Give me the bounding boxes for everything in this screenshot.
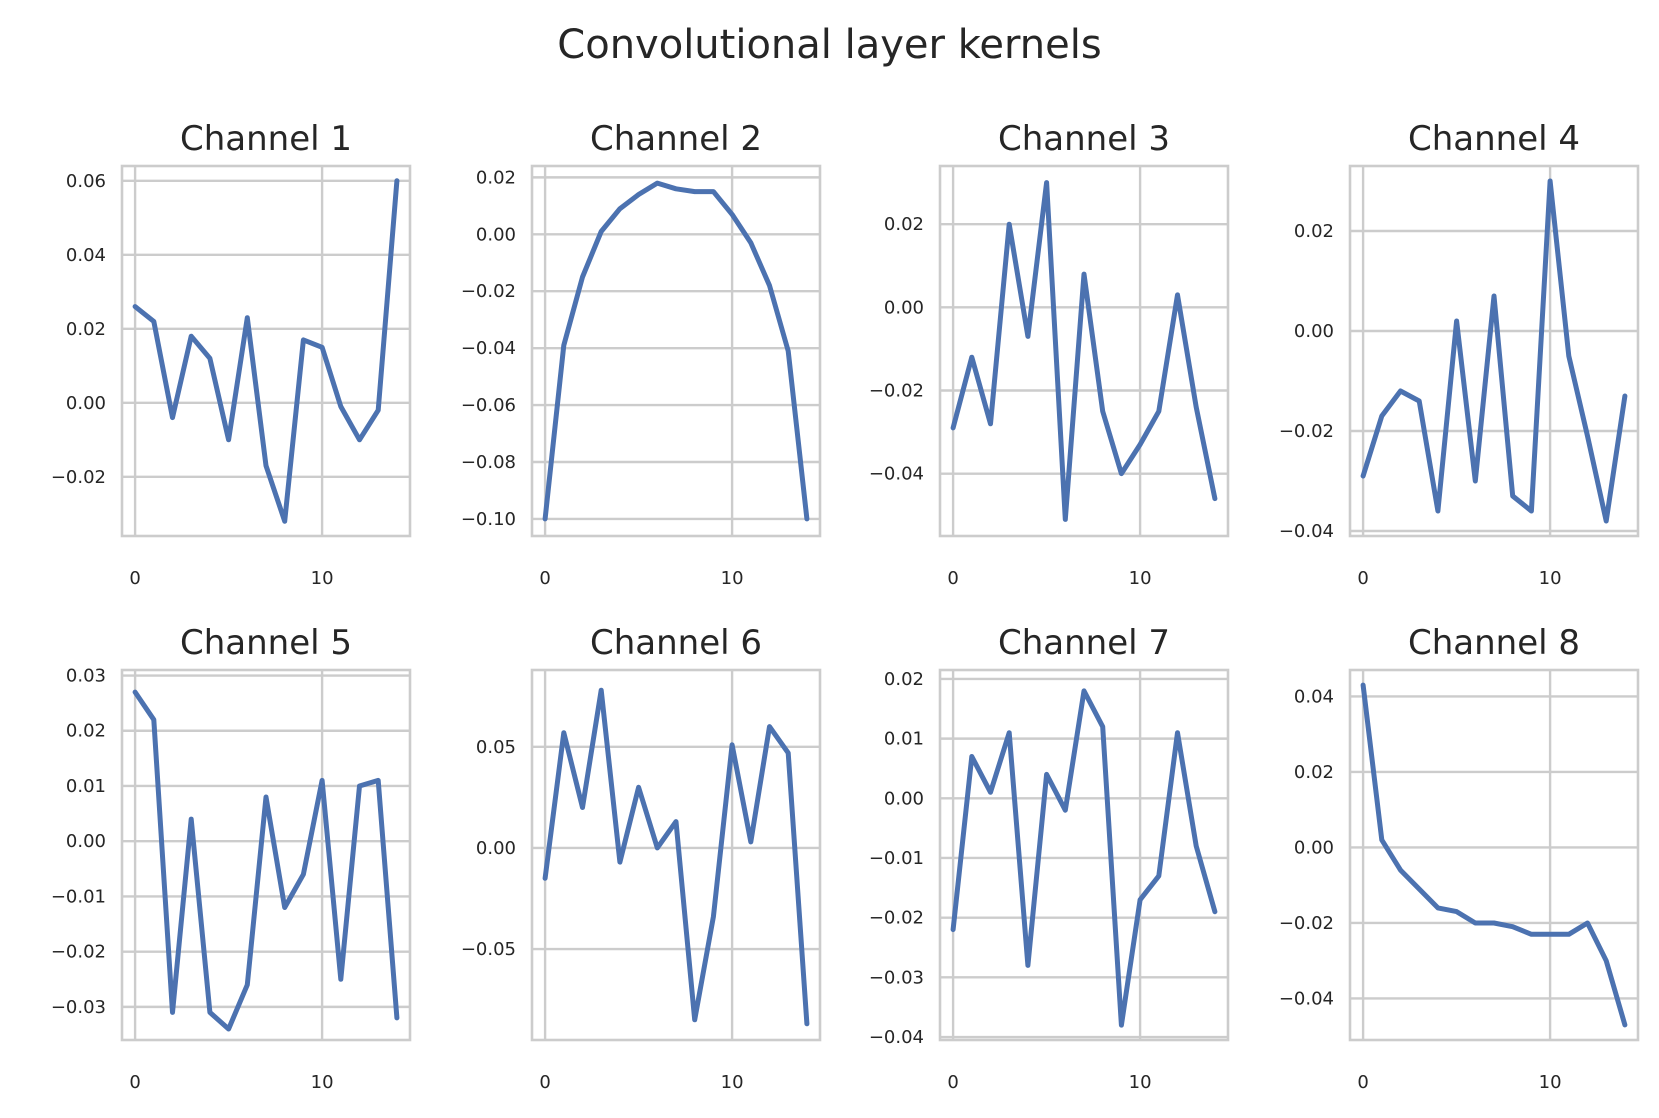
y-tick-label: −0.02 (1279, 913, 1334, 934)
y-tick-label: 0.02 (66, 721, 106, 742)
axes-frame (938, 164, 1230, 538)
y-tick-label: −0.04 (1279, 988, 1334, 1009)
x-tick-label: 10 (721, 568, 744, 589)
axes-frame (120, 164, 412, 538)
y-tick-label: −0.02 (869, 380, 924, 401)
series-line (542, 180, 810, 522)
y-tick-label: 0.05 (476, 737, 516, 758)
y-tick-label: 0.00 (1294, 321, 1334, 342)
subplot-channel-7: Channel 7 0 10 −0.04 −0.03 −0.02 −0.01 0.00 0.01… (869, 623, 1230, 1093)
y-tick-label: −0.02 (461, 281, 516, 302)
x-tick-label: 10 (1129, 568, 1152, 589)
subplot-title: Channel 2 (590, 119, 762, 159)
subplot-channel-6: Channel 6 0 10 −0.05 0.00 0.05 (461, 623, 822, 1093)
y-tick-label: −0.05 (461, 939, 516, 960)
y-tick-label: 0.00 (884, 297, 924, 318)
x-tick-label: 10 (1539, 1072, 1562, 1093)
axes-frame (530, 668, 822, 1042)
y-tick-label: −0.02 (51, 942, 106, 963)
series-line (950, 688, 1218, 1028)
y-tick-label: −0.03 (869, 967, 924, 988)
subplot-title: Channel 3 (998, 119, 1170, 159)
x-tick-label: 0 (947, 568, 958, 589)
subplot-channel-3: Channel 3 0 10 −0.04 −0.02 0.00 0.02 (869, 119, 1230, 589)
y-tick-label: 0.02 (1294, 762, 1334, 783)
y-tick-label: −0.02 (51, 467, 106, 488)
y-tick-label: 0.00 (476, 838, 516, 859)
y-tick-label: −0.04 (869, 464, 924, 485)
x-tick-label: 10 (721, 1072, 744, 1093)
subplot-channel-4: Channel 4 0 10 −0.04 −0.02 0.00 0.02 (1279, 119, 1640, 589)
axes-frame (1348, 668, 1640, 1042)
y-tick-label: −0.04 (869, 1027, 924, 1048)
y-tick-label: 0.02 (884, 669, 924, 690)
series-line (950, 180, 1218, 522)
subplot-title: Channel 4 (1408, 119, 1580, 159)
x-tick-label: 0 (539, 1072, 550, 1093)
x-tick-label: 0 (1357, 1072, 1368, 1093)
y-tick-label: 0.00 (66, 393, 106, 414)
y-tick-label: −0.02 (1279, 421, 1334, 442)
figure-title: Convolutional layer kernels (557, 22, 1102, 68)
y-tick-label: 0.06 (66, 171, 106, 192)
x-tick-label: 0 (1357, 568, 1368, 589)
subplot-title: Channel 8 (1408, 623, 1580, 663)
x-tick-label: 10 (311, 568, 334, 589)
subplot-title: Channel 7 (998, 623, 1170, 663)
x-tick-label: 0 (129, 568, 140, 589)
subplot-channel-2: Channel 2 0 10 −0.10 −0.08 −0.06 −0.04 −0.02 0.0… (461, 119, 822, 589)
y-tick-label: 0.03 (66, 666, 106, 687)
y-tick-label: −0.04 (461, 338, 516, 359)
series-line (1360, 178, 1628, 524)
x-tick-label: 10 (1539, 568, 1562, 589)
series-line (1360, 682, 1628, 1028)
y-tick-label: −0.04 (1279, 521, 1334, 542)
y-tick-label: 0.04 (1294, 686, 1334, 707)
subplot-channel-8: Channel 8 0 10 −0.04 −0.02 0.00 0.02 0.04 (1279, 623, 1640, 1093)
y-tick-label: −0.08 (461, 452, 516, 473)
y-tick-label: −0.02 (869, 908, 924, 929)
series-line (542, 687, 810, 1027)
subplot-title: Channel 6 (590, 623, 762, 663)
y-tick-label: −0.06 (461, 395, 516, 416)
subplot-title: Channel 1 (180, 119, 352, 159)
x-tick-label: 10 (311, 1072, 334, 1093)
y-tick-label: −0.10 (461, 509, 516, 530)
y-tick-label: −0.01 (869, 848, 924, 869)
y-tick-label: 0.02 (476, 167, 516, 188)
y-tick-label: −0.01 (51, 886, 106, 907)
y-tick-label: 0.02 (66, 319, 106, 340)
subplot-title: Channel 5 (180, 623, 352, 663)
y-tick-label: 0.01 (884, 729, 924, 750)
axes-frame (938, 668, 1230, 1042)
series-line (132, 178, 400, 524)
y-tick-label: 0.04 (66, 245, 106, 266)
y-tick-label: 0.00 (884, 788, 924, 809)
subplot-channel-5: Channel 5 0 10 −0.03 −0.02 −0.01 0.00 0.01 0.02 0… (51, 623, 412, 1093)
y-tick-label: 0.02 (1294, 221, 1334, 242)
y-tick-label: 0.00 (1294, 837, 1334, 858)
y-tick-label: −0.03 (51, 997, 106, 1018)
x-tick-label: 0 (947, 1072, 958, 1093)
y-tick-label: 0.00 (66, 831, 106, 852)
subplot-channel-1: Channel 1 0 10 −0.02 0.00 0.02 0.04 0.06 (51, 119, 412, 589)
y-tick-label: 0.01 (66, 776, 106, 797)
y-tick-label: 0.02 (884, 214, 924, 235)
series-line (132, 689, 400, 1032)
axes-frame (1348, 164, 1640, 538)
axes-frame (120, 668, 412, 1042)
x-tick-label: 0 (129, 1072, 140, 1093)
axes-frame (530, 164, 822, 538)
x-tick-label: 10 (1129, 1072, 1152, 1093)
x-tick-label: 0 (539, 568, 550, 589)
y-tick-label: 0.00 (476, 224, 516, 245)
